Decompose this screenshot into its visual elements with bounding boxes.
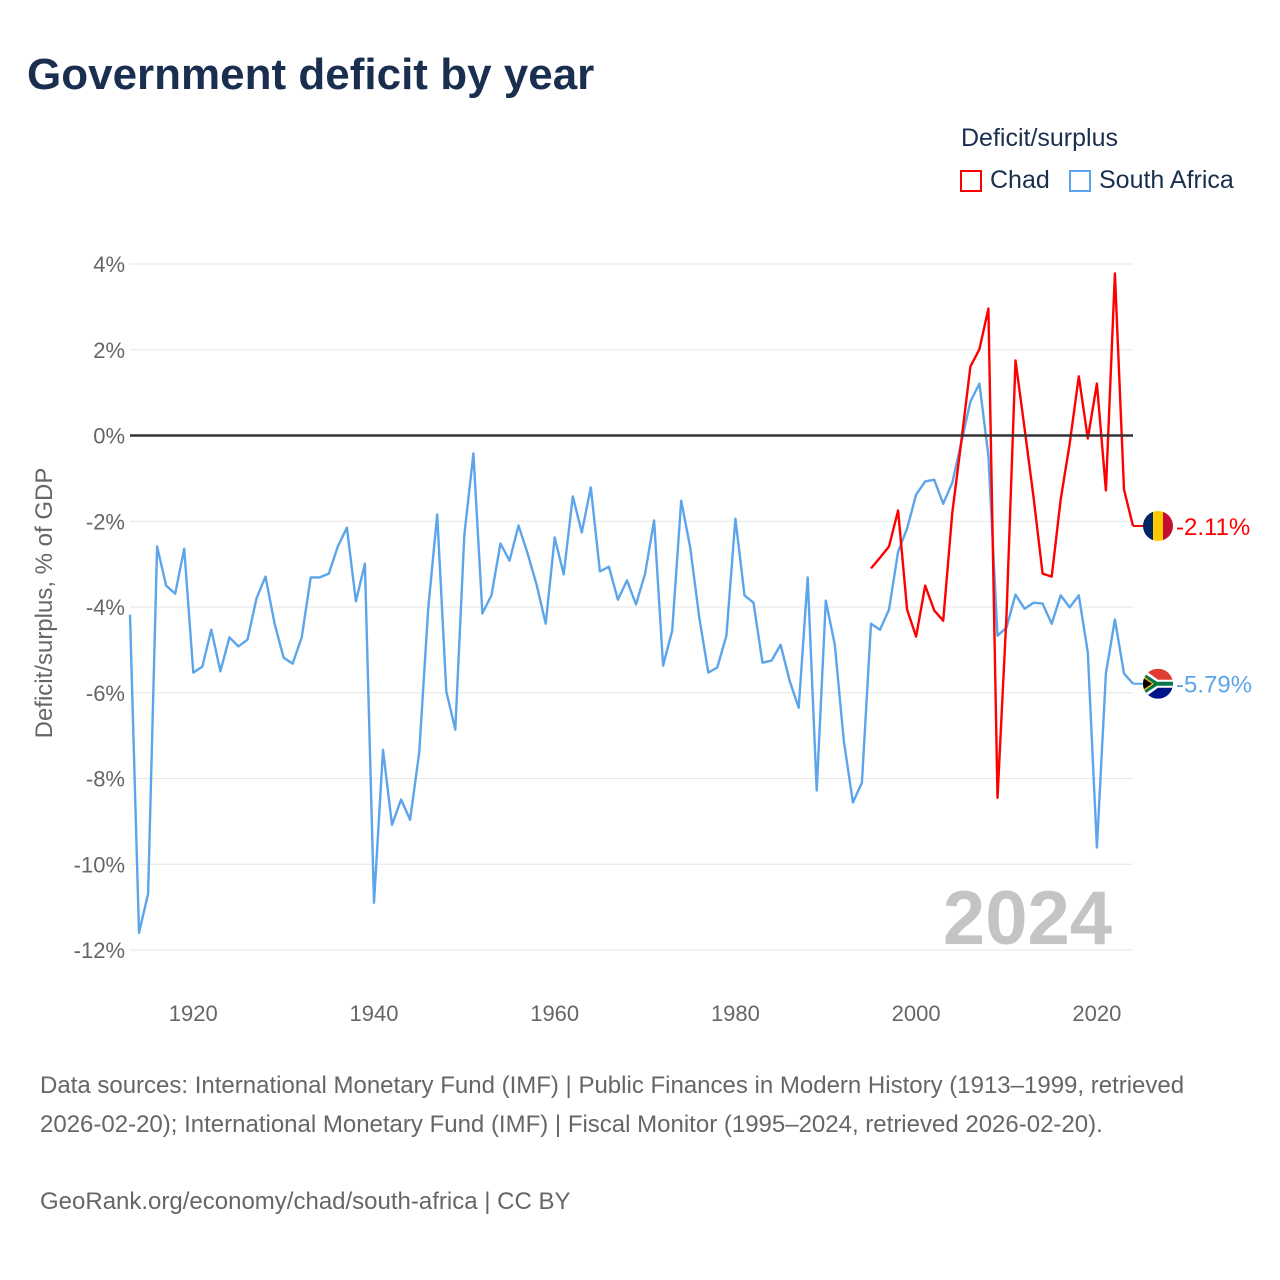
x-tick-label: 1920 [169,1001,218,1026]
legend-label: South Africa [1099,166,1234,194]
y-tick-label: -12% [74,938,125,963]
y-tick-label: -4% [86,595,125,620]
footer-sources: Data sources: International Monetary Fun… [40,1072,1185,1138]
x-tick-label: 2020 [1072,1001,1121,1026]
x-tick-label: 2000 [892,1001,941,1026]
x-tick-label: 1940 [349,1001,398,1026]
year-watermark: 2024 [943,876,1112,961]
footer-credit[interactable]: GeoRank.org/economy/chad/south-africa | … [40,1188,571,1215]
x-tick-label: 1960 [530,1001,579,1026]
legend-swatch-south-africa [1069,169,1091,192]
y-tick-label: -2% [86,509,125,534]
south-africa-flag-icon [1143,668,1173,699]
y-tick-label: -6% [86,681,125,706]
legend-item-chad[interactable]: Chad [960,166,1050,195]
y-axis-label: Deficit/surplus, % of GDP [31,468,58,739]
y-tick-label: 0% [93,424,125,449]
y-tick-label: -8% [86,767,125,792]
y-tick-label: 2% [93,338,125,363]
end-value-label: -2.11% [1176,514,1250,541]
legend-title: Deficit/surplus [961,124,1118,152]
chad-flag-icon [1143,510,1173,541]
chart-title: Government deficit by year [27,50,595,99]
legend-label: Chad [990,166,1050,194]
line-chart: 4% 2% 0% -2% -4% -6% -8% -10% -12% 1920 1940 1960 19… [31,252,1252,1026]
series-line-chad [870,272,1135,799]
end-value-label: -5.79% [1176,672,1252,699]
legend-swatch-chad [960,169,982,192]
series-line-south-africa [128,382,1134,935]
x-tick-label: 1980 [711,1001,760,1026]
y-tick-label: -10% [74,852,125,877]
legend-item-south-africa[interactable]: South Africa [1069,166,1234,195]
y-tick-label: 4% [93,252,125,277]
